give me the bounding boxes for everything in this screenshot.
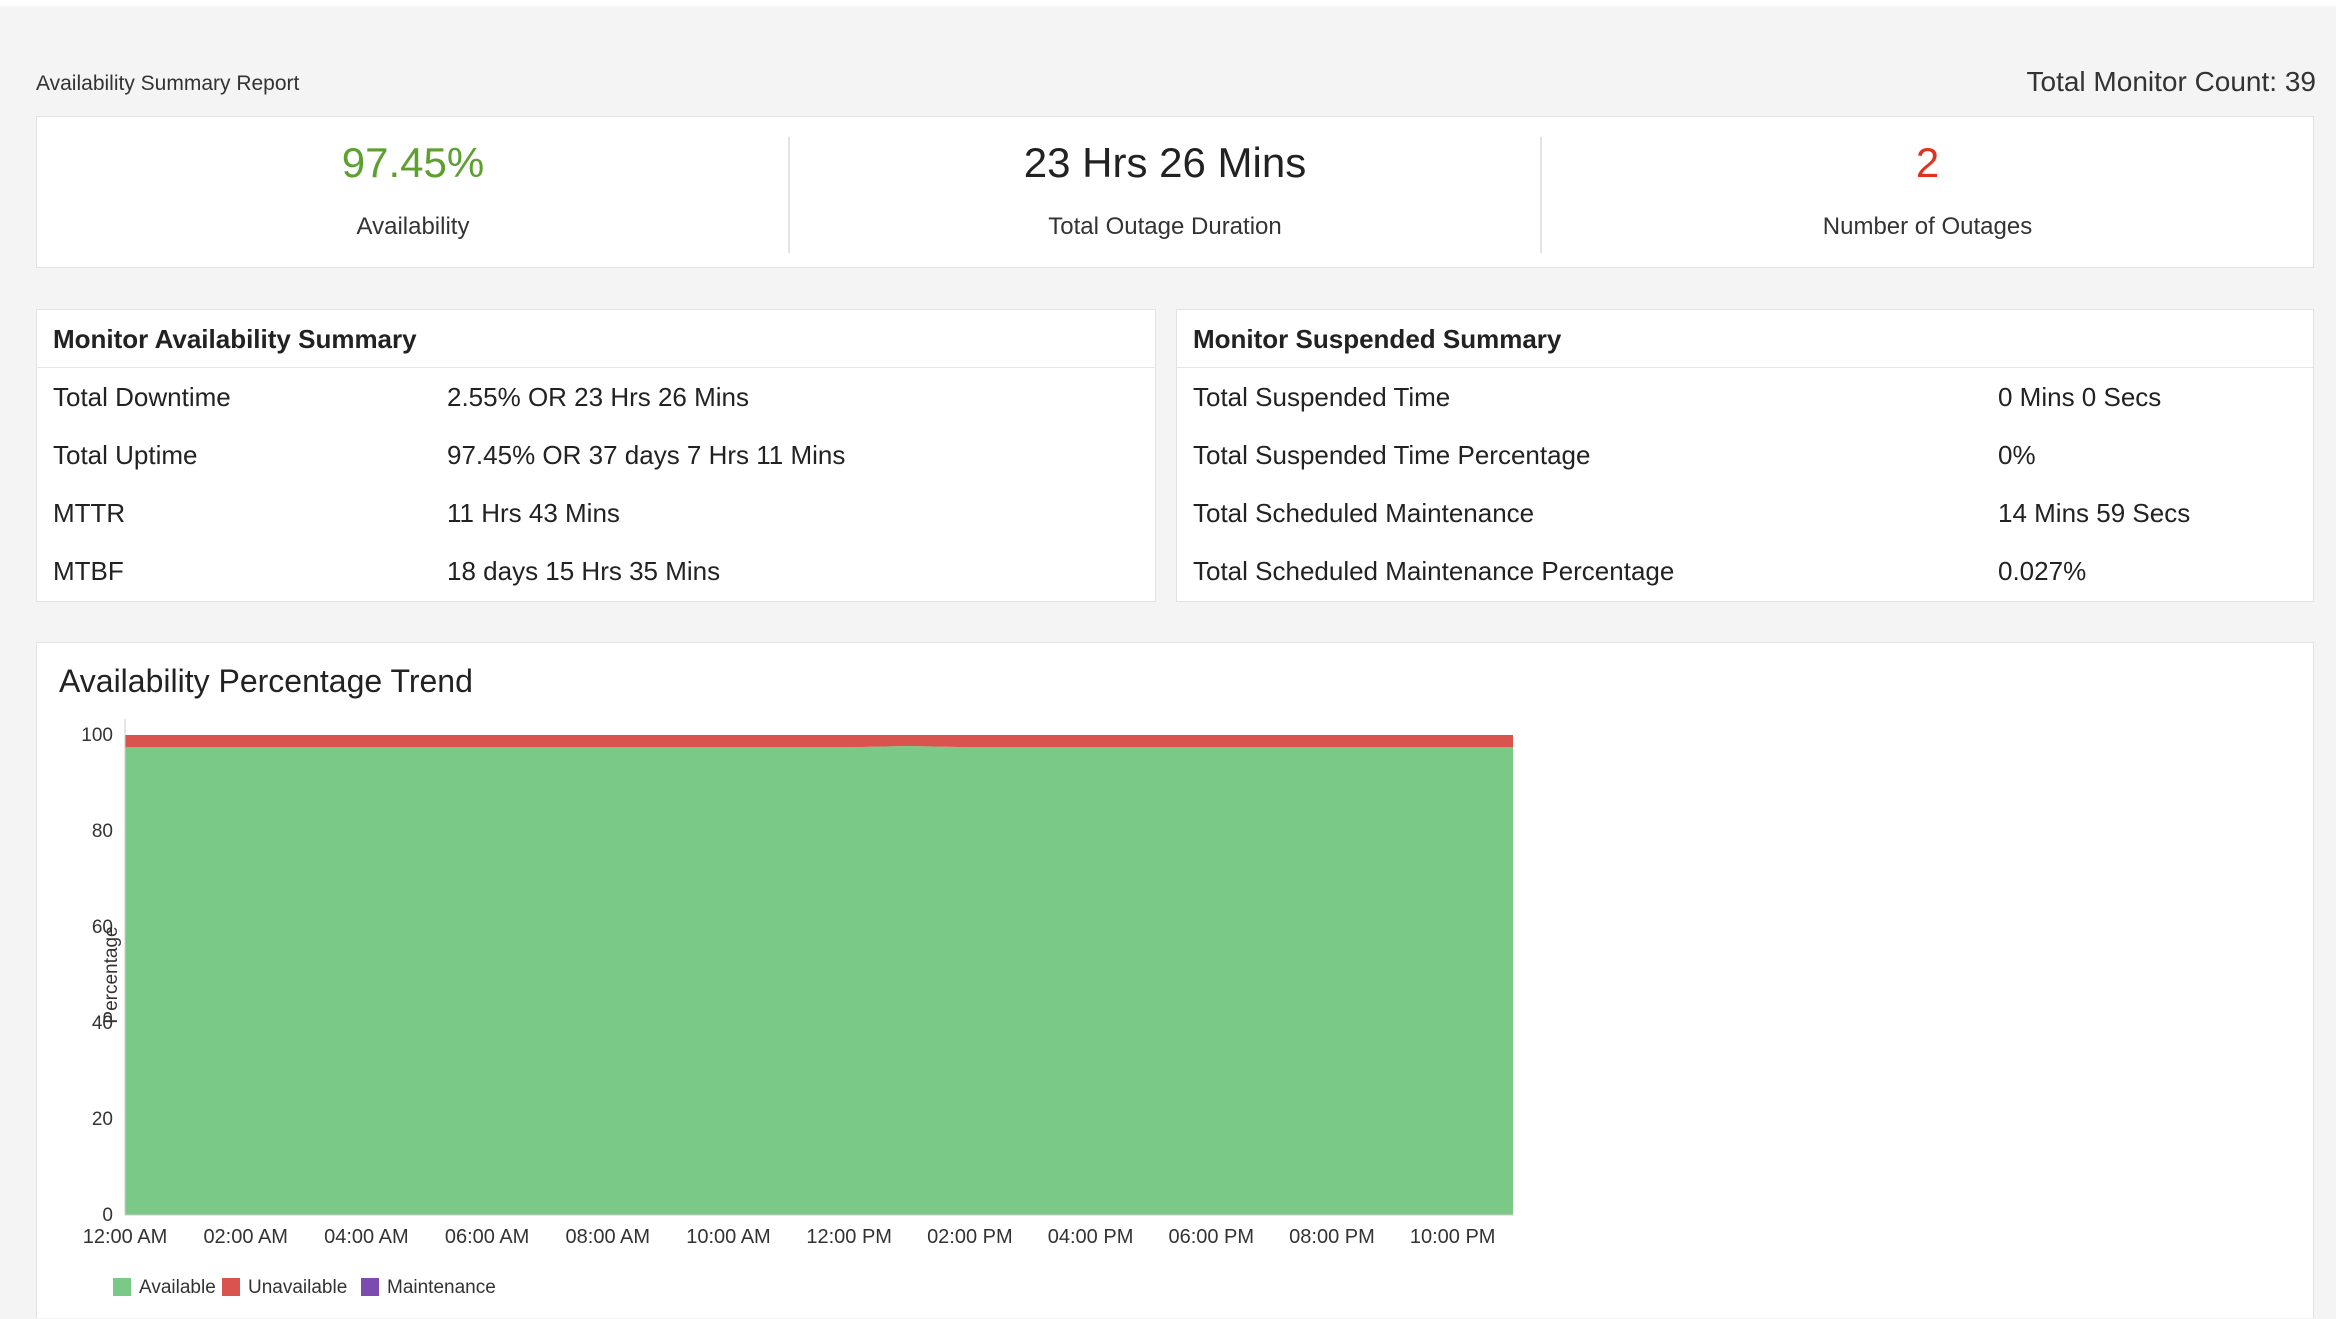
x-tick-label: 04:00 AM: [324, 1226, 409, 1248]
kpi-outages-value: 2: [1915, 139, 1940, 186]
kpi-divider: [788, 137, 790, 253]
summary-row: Total Suspended Time 0 Mins 0 Secs: [1177, 368, 2313, 426]
legend-label: Maintenance: [387, 1277, 496, 1298]
row-label: Total Downtime: [53, 382, 231, 412]
series-area-unavailable: [125, 735, 1513, 748]
row-label: MTTR: [53, 498, 126, 528]
x-tick-label: 02:00 PM: [927, 1226, 1013, 1248]
y-tick-label: 60: [92, 917, 113, 938]
x-tick-label: 10:00 AM: [686, 1226, 771, 1248]
legend-item-unavailable[interactable]: Unavailable: [222, 1277, 347, 1299]
legend-swatch: [113, 1278, 131, 1296]
row-value: 0.027%: [1998, 556, 2087, 586]
kpi-outage-duration-value: 23 Hrs 26 Mins: [1023, 139, 1307, 186]
y-tick-label: 80: [92, 821, 113, 842]
x-tick-label: 10:00 PM: [1410, 1226, 1496, 1248]
total-monitor-count: Total Monitor Count: 39: [2026, 66, 2317, 97]
row-value: 0 Mins 0 Secs: [1998, 382, 2162, 412]
chart-title: Availability Percentage Trend: [59, 663, 473, 699]
x-tick-label: 08:00 PM: [1289, 1226, 1375, 1248]
monitor-suspended-summary-card: Monitor Suspended Summary Total Suspende…: [1176, 309, 2314, 602]
summary-row: Total Downtime 2.55% OR 23 Hrs 26 Mins: [37, 368, 1155, 426]
row-value: 2.55% OR 23 Hrs 26 Mins: [447, 382, 750, 412]
row-label: Total Scheduled Maintenance: [1193, 498, 1535, 528]
summary-row: Total Scheduled Maintenance 14 Mins 59 S…: [1177, 484, 2313, 542]
row-label: Total Suspended Time Percentage: [1193, 440, 1591, 470]
monitor-availability-summary-card: Monitor Availability Summary Total Downt…: [36, 309, 1156, 602]
y-tick-label: 20: [92, 1109, 113, 1130]
kpi-outages-label: Number of Outages: [1822, 213, 2033, 240]
legend-swatch: [222, 1278, 240, 1296]
row-label: Total Suspended Time: [1193, 382, 1451, 412]
card-title: Monitor Suspended Summary: [1177, 310, 2313, 368]
y-tick-label: 0: [102, 1205, 113, 1226]
kpi-outage-duration-label: Total Outage Duration: [1048, 213, 1282, 240]
summary-row: Total Scheduled Maintenance Percentage 0…: [1177, 542, 2313, 600]
x-tick-label: 02:00 AM: [203, 1226, 288, 1248]
top-strip: [0, 0, 2336, 6]
summary-row: MTBF 18 days 15 Hrs 35 Mins: [37, 542, 1155, 600]
card-title: Monitor Availability Summary: [37, 310, 1155, 368]
summary-row: Total Suspended Time Percentage 0%: [1177, 426, 2313, 484]
y-axis-label: Percentage: [101, 926, 122, 1023]
kpi-outage-duration: 23 Hrs 26 Mins Total Outage Duration: [789, 117, 1541, 267]
summary-row: MTTR 11 Hrs 43 Mins: [37, 484, 1155, 542]
x-tick-label: 06:00 AM: [445, 1226, 530, 1248]
x-tick-label: 06:00 PM: [1168, 1226, 1254, 1248]
availability-trend-chart: 0 20 40 60 80 100 12:00 AM 02:00 AM 04:00 AM 06:0…: [81, 719, 1513, 1248]
x-tick-label: 04:00 PM: [1048, 1226, 1134, 1248]
row-value: 0%: [1998, 440, 2036, 470]
legend-item-maintenance[interactable]: Maintenance: [361, 1277, 496, 1299]
kpi-availability-value: 97.45%: [341, 139, 485, 186]
kpi-outages: 2 Number of Outages: [1542, 117, 2313, 267]
kpi-panel: 97.45% Availability 23 Hrs 26 Mins Total…: [36, 116, 2314, 268]
kpi-availability-label: Availability: [356, 213, 470, 240]
legend-item-available[interactable]: Available: [113, 1277, 216, 1299]
y-tick-label: 40: [92, 1013, 113, 1034]
report-title: Availability Summary Report: [36, 72, 300, 95]
kpi-availability: 97.45% Availability: [37, 117, 789, 267]
legend-label: Available: [139, 1277, 216, 1298]
legend-label: Unavailable: [248, 1277, 348, 1298]
x-tick-label: 12:00 PM: [806, 1226, 892, 1248]
row-value: 14 Mins 59 Secs: [1998, 498, 2191, 528]
row-label: MTBF: [53, 556, 124, 586]
series-area-available: [125, 746, 1513, 1215]
row-label: Total Scheduled Maintenance Percentage: [1193, 556, 1675, 586]
row-value: 18 days 15 Hrs 35 Mins: [447, 556, 721, 586]
x-tick-label: 12:00 AM: [83, 1226, 168, 1248]
row-value: 97.45% OR 37 days 7 Hrs 11 Mins: [447, 440, 846, 470]
kpi-divider: [1540, 137, 1542, 253]
y-tick-label: 100: [81, 725, 113, 746]
legend-swatch: [361, 1278, 379, 1296]
summary-row: Total Uptime 97.45% OR 37 days 7 Hrs 11 …: [37, 426, 1155, 484]
availability-trend-panel: 0 20 40 60 80 100 12:00 AM 02:00 AM 04:00 AM 06:0…: [36, 642, 2314, 1318]
x-tick-label: 08:00 AM: [566, 1226, 651, 1248]
row-label: Total Uptime: [53, 440, 198, 470]
row-value: 11 Hrs 43 Mins: [447, 498, 620, 528]
